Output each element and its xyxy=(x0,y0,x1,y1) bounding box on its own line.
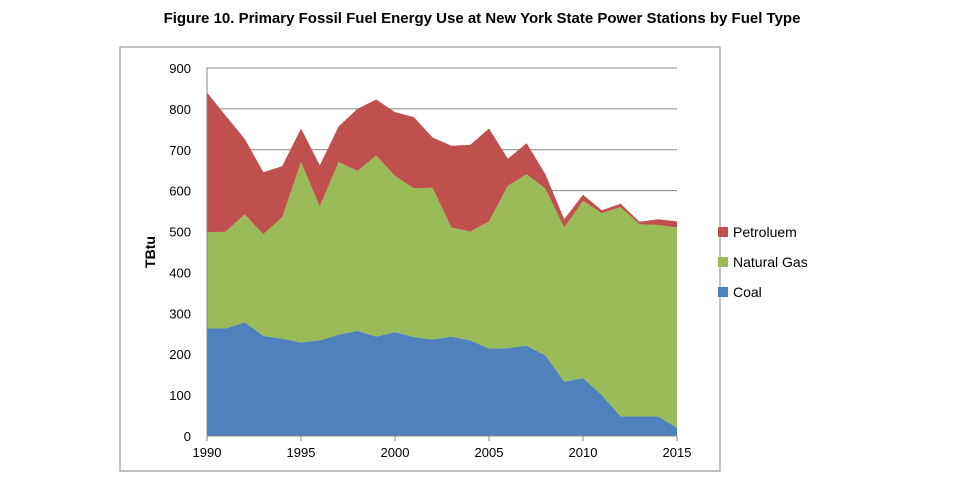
y-tick-label: 500 xyxy=(169,225,191,240)
legend-label: Natural Gas xyxy=(733,254,808,270)
y-tick-label: 300 xyxy=(169,306,191,321)
legend-swatch xyxy=(718,257,728,267)
y-tick-label: 200 xyxy=(169,347,191,362)
legend-swatch xyxy=(718,287,728,297)
y-axis-label: TBtu xyxy=(142,236,158,268)
y-tick-label: 900 xyxy=(169,61,191,76)
area-natural-gas xyxy=(207,155,677,428)
x-tick-label: 2015 xyxy=(663,445,692,460)
y-tick-label: 800 xyxy=(169,102,191,117)
legend-label: Coal xyxy=(733,284,762,300)
y-tick-label: 600 xyxy=(169,184,191,199)
y-tick-label: 100 xyxy=(169,388,191,403)
y-tick-label: 400 xyxy=(169,265,191,280)
x-tick-label: 2010 xyxy=(569,445,598,460)
x-tick-label: 2000 xyxy=(381,445,410,460)
legend-swatch xyxy=(718,227,728,237)
legend-label: Petroluem xyxy=(733,224,797,240)
x-tick-label: 1990 xyxy=(193,445,222,460)
area-petroluem xyxy=(207,92,677,235)
y-tick-label: 700 xyxy=(169,143,191,158)
chart-title: Figure 10. Primary Fossil Fuel Energy Us… xyxy=(163,10,801,27)
x-tick-label: 1995 xyxy=(287,445,316,460)
area-coal xyxy=(207,322,677,436)
x-tick-label: 2005 xyxy=(475,445,504,460)
y-tick-label: 0 xyxy=(184,429,191,444)
